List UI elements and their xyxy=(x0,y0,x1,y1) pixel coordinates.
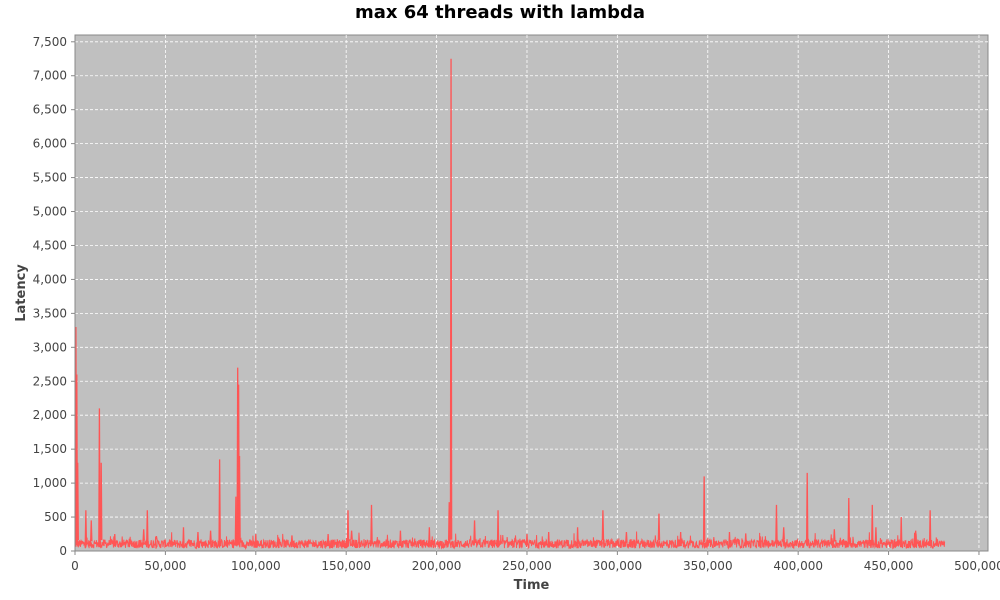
latency-spike xyxy=(399,530,402,546)
latency-spike xyxy=(847,498,851,542)
y-tick-label: 2,500 xyxy=(33,374,67,388)
latency-spike xyxy=(576,527,579,549)
y-tick-label: 7,500 xyxy=(33,35,67,49)
latency-spike xyxy=(142,529,145,541)
y-axis-label: Latency xyxy=(14,264,29,322)
y-tick-label: 3,500 xyxy=(33,306,67,320)
latency-spike xyxy=(182,527,185,548)
latency-spike xyxy=(657,513,661,541)
latency-spike xyxy=(290,535,294,545)
latency-spike xyxy=(98,408,101,548)
latency-spike xyxy=(76,462,79,541)
latency-spike xyxy=(113,533,117,547)
latency-spike xyxy=(254,534,258,548)
latency-spike xyxy=(679,531,682,547)
latency-spike xyxy=(99,462,103,541)
latency-spike xyxy=(370,504,373,544)
latency-spike xyxy=(914,530,917,543)
latency-spike xyxy=(196,531,200,543)
y-tick-label: 4,500 xyxy=(33,238,67,252)
latency-spike xyxy=(346,510,350,544)
latency-spike xyxy=(525,533,529,546)
plot-area xyxy=(74,34,989,552)
latency-spike xyxy=(326,533,330,546)
latency-spike xyxy=(473,520,476,542)
latency-spike xyxy=(447,502,451,541)
latency-spike xyxy=(744,533,747,546)
y-tick-label: 1,500 xyxy=(33,442,67,456)
x-tick-label: 50,000 xyxy=(144,559,186,573)
latency-spike xyxy=(238,455,241,541)
x-tick-label: 200,000 xyxy=(412,559,462,573)
latency-spike xyxy=(871,504,874,546)
latency-spike xyxy=(625,531,628,543)
y-tick-label: 5,500 xyxy=(33,171,67,185)
y-tick-label: 5,000 xyxy=(33,205,67,219)
x-tick-label: 0 xyxy=(71,559,79,573)
latency-spike xyxy=(234,496,238,546)
y-axis-ticks: 0 500 1,000 1,500 2,000 2,500 3,000 3,500 4,000 4… xyxy=(33,35,75,558)
y-tick-label: 1,000 xyxy=(33,476,67,490)
y-tick-label: 2,000 xyxy=(33,408,67,422)
series-group xyxy=(74,58,946,551)
x-tick-label: 350,000 xyxy=(683,559,733,573)
latency-spike xyxy=(833,529,836,542)
y-tick-label: 6,500 xyxy=(33,103,67,117)
x-tick-label: 150,000 xyxy=(321,559,371,573)
latency-spike xyxy=(928,510,932,546)
latency-spike xyxy=(155,535,158,540)
y-tick-label: 4,000 xyxy=(33,272,67,286)
x-axis-label: Time xyxy=(514,578,550,593)
latency-spike xyxy=(874,527,878,545)
latency-spike xyxy=(90,520,93,542)
latency-spike xyxy=(899,517,903,548)
x-tick-label: 400,000 xyxy=(773,559,823,573)
grid-lines xyxy=(75,35,988,551)
latency-spike xyxy=(84,510,88,545)
latency-spike xyxy=(547,531,550,548)
latency-spike xyxy=(601,510,605,541)
latency-spike xyxy=(782,527,785,540)
x-tick-label: 450,000 xyxy=(864,559,914,573)
x-axis-ticks: 0 50,000 100,000 150,000 200,000 250,000 300,0… xyxy=(71,551,1000,573)
x-tick-label: 250,000 xyxy=(502,559,552,573)
axes xyxy=(74,35,988,552)
latency-spike xyxy=(350,530,353,540)
x-tick-label: 500,000 xyxy=(954,559,1000,573)
y-tick-label: 500 xyxy=(44,510,67,524)
x-tick-label: 300,000 xyxy=(593,559,643,573)
chart-title: max 64 threads with lambda xyxy=(354,2,646,23)
y-tick-label: 7,000 xyxy=(33,69,67,83)
y-tick-label: 6,000 xyxy=(33,137,67,151)
latency-spike xyxy=(146,510,149,543)
latency-spike xyxy=(775,504,778,542)
latency-spike xyxy=(218,459,221,546)
latency-spike xyxy=(449,58,453,540)
latency-spike xyxy=(702,476,706,543)
latency-spike xyxy=(496,510,500,548)
x-tick-label: 100,000 xyxy=(231,559,281,573)
latency-spike xyxy=(209,530,212,543)
latency-spike xyxy=(428,527,431,546)
y-tick-label: 0 xyxy=(59,544,67,558)
y-tick-label: 3,000 xyxy=(33,340,67,354)
latency-spike xyxy=(805,472,809,546)
latency-spike xyxy=(728,531,731,548)
